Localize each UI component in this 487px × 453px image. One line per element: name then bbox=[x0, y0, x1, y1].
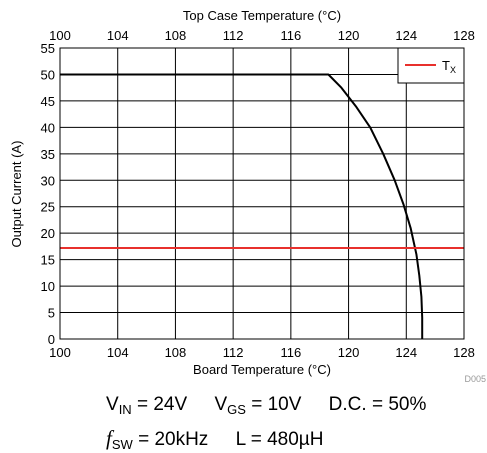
top-axis-title: Top Case Temperature (°C) bbox=[183, 8, 341, 23]
top-tick-label: 112 bbox=[223, 28, 244, 43]
top-tick-label: 124 bbox=[395, 28, 417, 43]
vgs-condition: VGS = 10V bbox=[214, 394, 302, 417]
x-tick-label: 104 bbox=[107, 345, 129, 360]
y-tick-label: 40 bbox=[41, 120, 55, 135]
top-tick-label: 116 bbox=[280, 28, 301, 43]
top-tick-label: 100 bbox=[49, 28, 71, 43]
y-tick-label: 50 bbox=[41, 67, 55, 82]
y-tick-label: 0 bbox=[48, 332, 55, 347]
conditions-line-1: VIN = 24V VGS = 10V D.C. = 50% bbox=[106, 394, 426, 417]
chart-grid bbox=[59, 47, 465, 340]
chart-legend: TX bbox=[397, 47, 465, 84]
x-tick-label: 124 bbox=[395, 345, 417, 360]
y-tick-label: 5 bbox=[48, 306, 55, 321]
x-axis-title: Board Temperature (°C) bbox=[193, 362, 331, 377]
x-tick-label: 128 bbox=[453, 345, 475, 360]
y-tick-label: 10 bbox=[41, 279, 55, 294]
x-tick-label: 120 bbox=[338, 345, 360, 360]
y-tick-label: 45 bbox=[41, 94, 55, 109]
x-tick-label: 100 bbox=[49, 345, 71, 360]
y-axis-title: Output Current (A) bbox=[9, 141, 24, 248]
fsw-condition: fSW = 20kHz bbox=[106, 426, 209, 452]
chart-series bbox=[60, 73, 464, 339]
top-tick-label: 108 bbox=[165, 28, 187, 43]
inductance-condition: L = 480µH bbox=[235, 429, 324, 450]
duty-cycle-condition: D.C. = 50% bbox=[328, 394, 427, 415]
top-tick-label: 120 bbox=[338, 28, 360, 43]
vin-condition: VIN = 24V bbox=[106, 394, 188, 417]
x-axis-ticks: 100 104 108 112 116 120 124 128 bbox=[49, 345, 475, 360]
figure-code: D005 bbox=[464, 374, 486, 384]
x-tick-label: 116 bbox=[280, 345, 301, 360]
y-tick-label: 35 bbox=[41, 147, 55, 162]
plot-frame bbox=[59, 47, 465, 340]
top-axis-ticks: 100 104 108 112 116 120 124 128 bbox=[49, 28, 475, 43]
top-tick-label: 128 bbox=[453, 28, 475, 43]
legend-label-tx: TX bbox=[442, 58, 456, 75]
y-axis-ticks: 0 5 10 15 20 25 30 35 40 45 50 55 bbox=[41, 41, 55, 347]
derating-curve bbox=[60, 73, 424, 339]
y-tick-label: 25 bbox=[41, 200, 55, 215]
y-tick-label: 15 bbox=[41, 253, 55, 268]
x-tick-label: 112 bbox=[223, 345, 244, 360]
conditions-line-2: fSW = 20kHz L = 480µH bbox=[106, 426, 323, 452]
top-tick-label: 104 bbox=[107, 28, 129, 43]
y-tick-label: 30 bbox=[41, 173, 55, 188]
x-tick-label: 108 bbox=[165, 345, 187, 360]
y-tick-label: 20 bbox=[41, 226, 55, 241]
y-tick-label: 55 bbox=[41, 41, 55, 56]
